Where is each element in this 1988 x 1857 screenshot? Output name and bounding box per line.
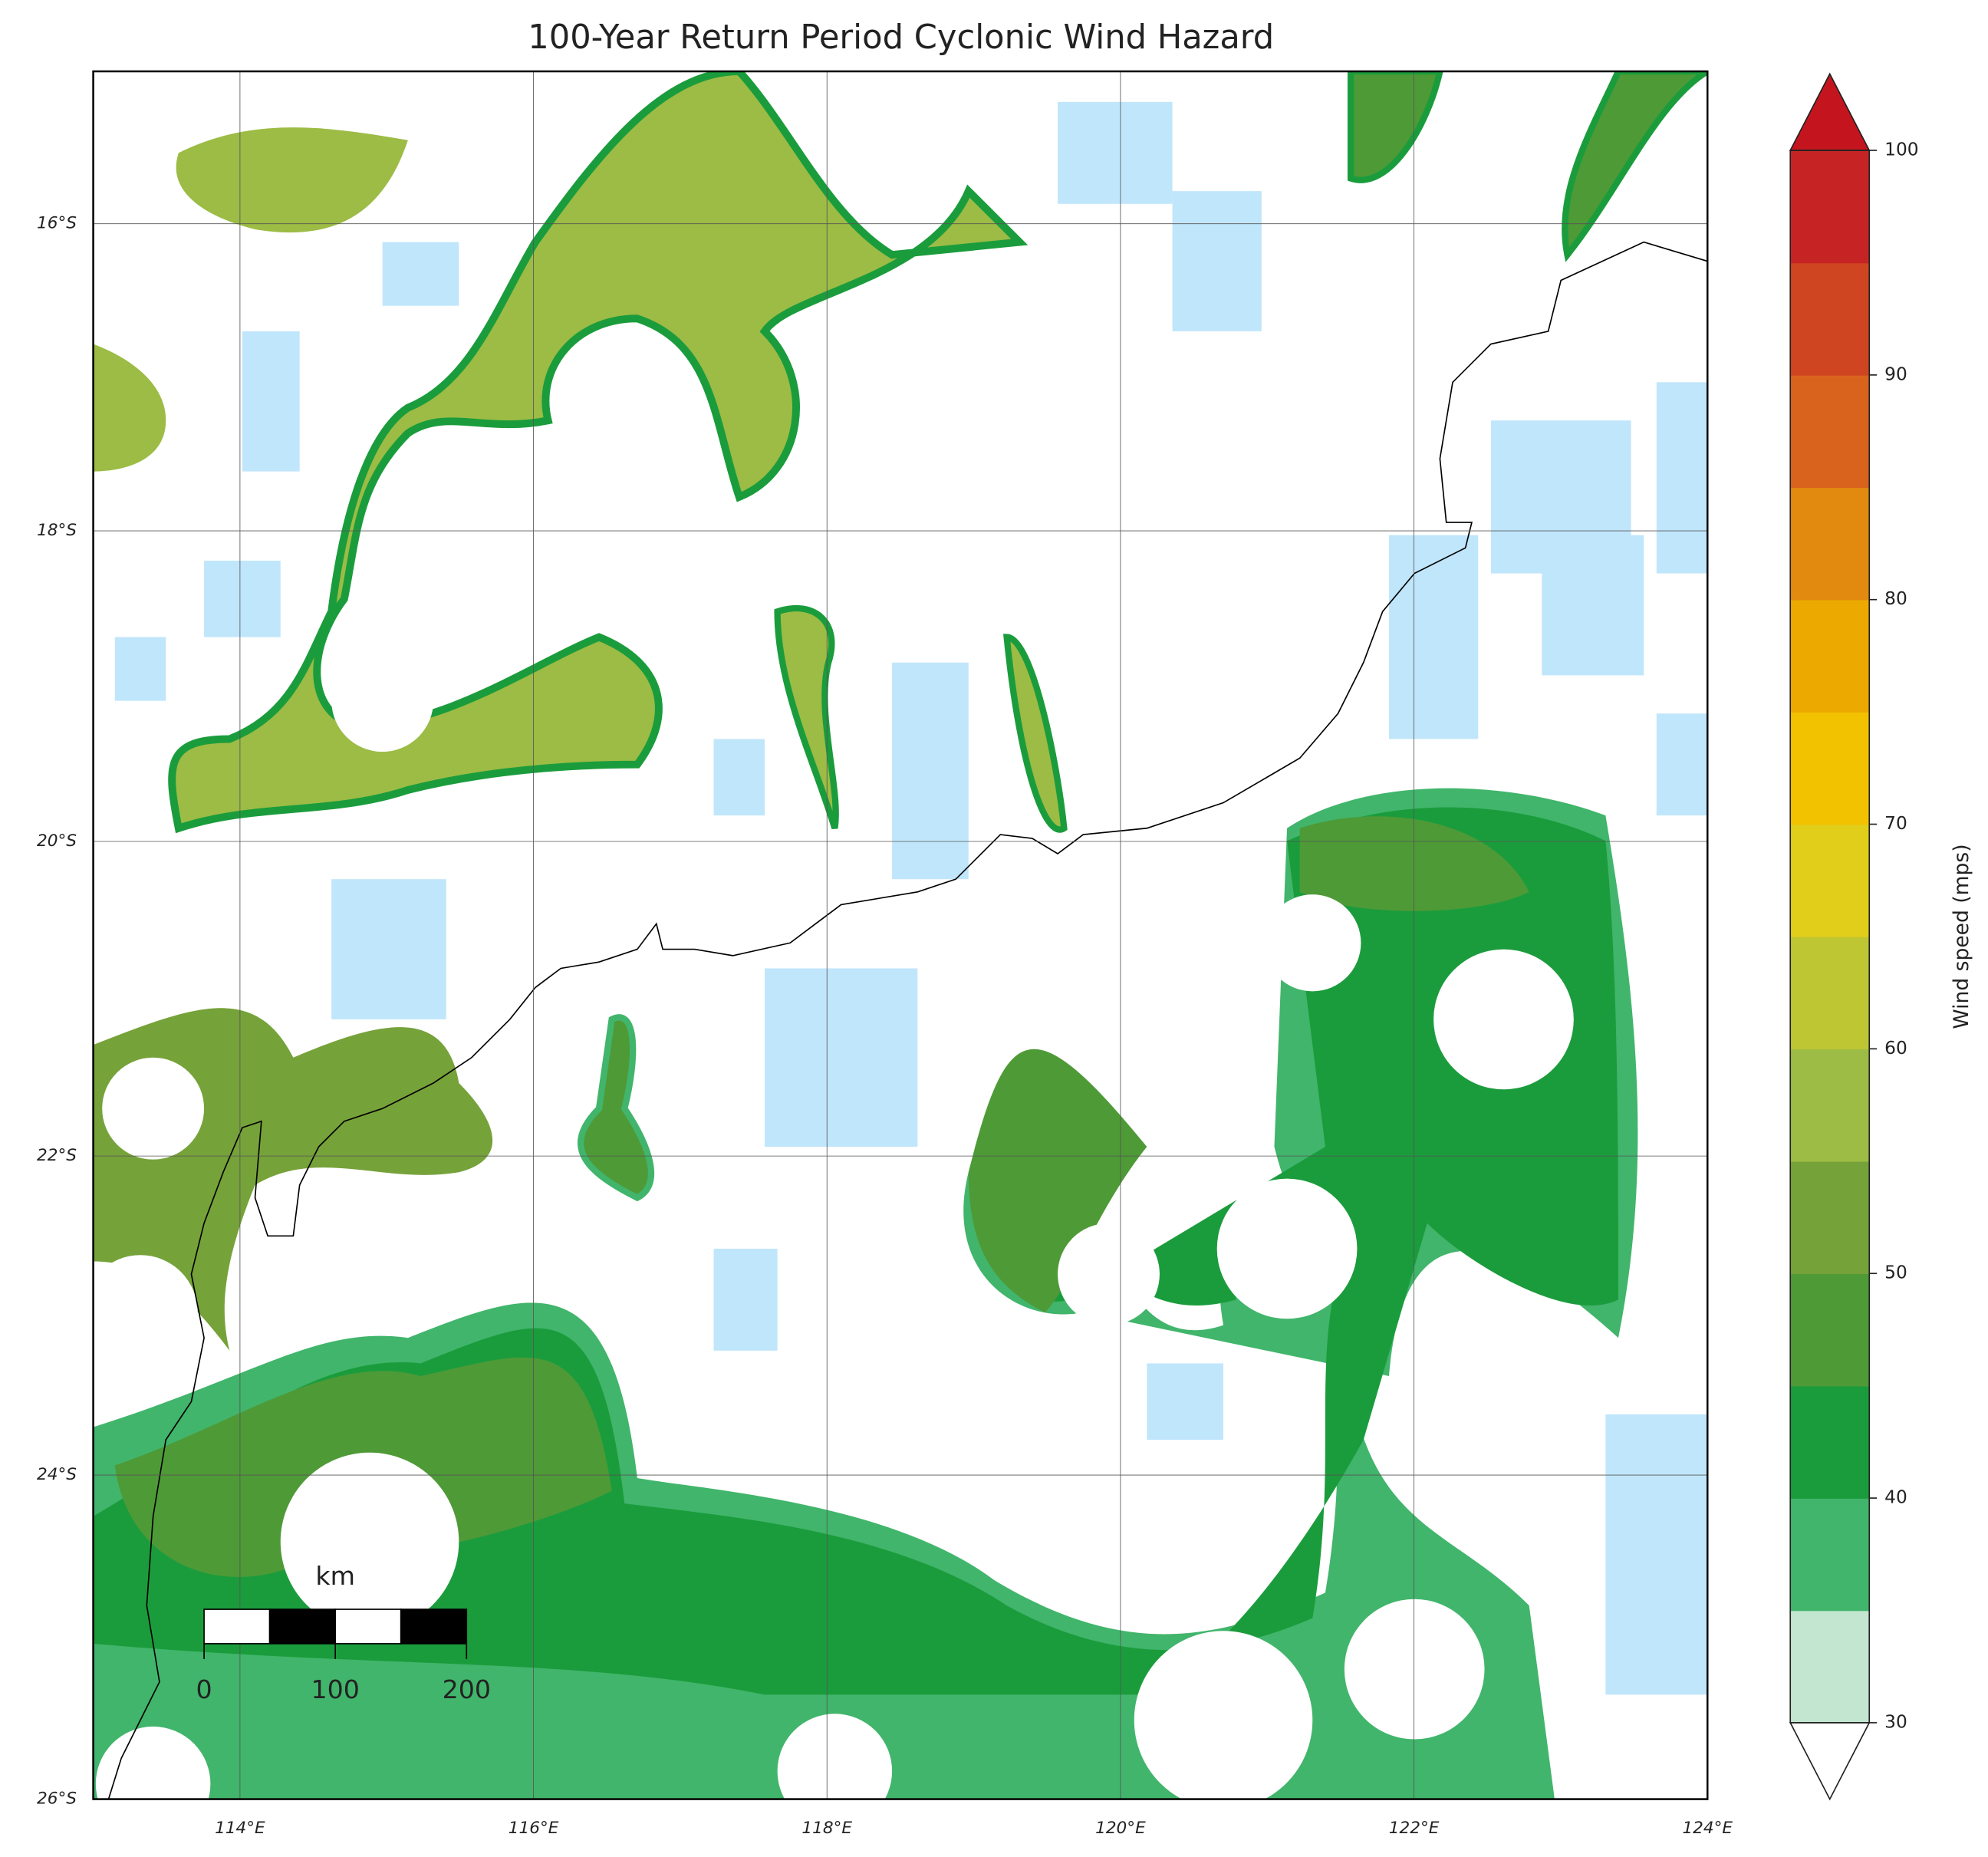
colorbar-band — [1790, 936, 1870, 1050]
scale-segment — [268, 1608, 337, 1645]
colorbar-band — [1790, 1049, 1870, 1162]
scale-segment — [400, 1608, 468, 1645]
lat-tick-label: 26°S — [37, 1790, 77, 1809]
lat-tick-label: 16°S — [37, 214, 77, 233]
colorbar-band — [1790, 1161, 1870, 1275]
map-title: 100-Year Return Period Cyclonic Wind Haz… — [528, 18, 1274, 57]
lat-tick-label: 24°S — [37, 1465, 77, 1484]
lon-tick-label: 116°E — [509, 1819, 559, 1838]
lon-tick-label: 118°E — [801, 1819, 852, 1838]
colorbar-band — [1790, 262, 1870, 376]
colorbar-tick-label: 90 — [1884, 364, 1907, 384]
lon-tick-label: 120°E — [1095, 1819, 1146, 1838]
map-frame — [92, 70, 1709, 1800]
scale-tick-label: 100 — [311, 1674, 359, 1704]
colorbar-band — [1790, 374, 1870, 489]
scale-unit: km — [315, 1561, 355, 1591]
lon-tick-label: 122°E — [1389, 1819, 1440, 1838]
colorbar-label: Wind speed (mps) — [1950, 844, 1973, 1029]
scale-tick-label: 200 — [443, 1674, 491, 1704]
colorbar-band — [1790, 1385, 1870, 1499]
colorbar-band — [1790, 824, 1870, 937]
colorbar-extend-high — [1789, 72, 1871, 151]
lat-tick-label: 18°S — [37, 521, 77, 540]
colorbar-tick-label: 70 — [1884, 813, 1907, 834]
colorbar-frame — [1789, 150, 1871, 1724]
colorbar-tick-label: 30 — [1884, 1711, 1907, 1732]
colorbar-tick-label: 100 — [1884, 140, 1918, 160]
lat-tick-label: 22°S — [37, 1146, 77, 1165]
colorbar-extend-low — [1789, 1722, 1871, 1801]
colorbar-band — [1790, 599, 1870, 713]
colorbar-tick-label: 60 — [1884, 1038, 1907, 1059]
hazard-field — [93, 71, 1708, 1799]
colorbar-band — [1790, 1610, 1870, 1724]
colorbar-band — [1790, 712, 1870, 825]
lat-tick-label: 20°S — [37, 831, 77, 851]
colorbar-band — [1790, 150, 1870, 264]
colorbar-tick-label: 40 — [1884, 1487, 1907, 1508]
colorbar-tick-label: 50 — [1884, 1263, 1907, 1283]
colorbar-band — [1790, 1498, 1870, 1612]
colorbar-band — [1790, 487, 1870, 601]
lon-tick-label: 114°E — [215, 1819, 265, 1838]
scale-segment — [203, 1608, 271, 1645]
colorbar-band — [1790, 1273, 1870, 1387]
scale-segment — [334, 1608, 402, 1645]
lon-tick-label: 124°E — [1682, 1819, 1733, 1838]
colorbar-tick-label: 80 — [1884, 588, 1907, 609]
scale-tick-label: 0 — [196, 1674, 212, 1704]
